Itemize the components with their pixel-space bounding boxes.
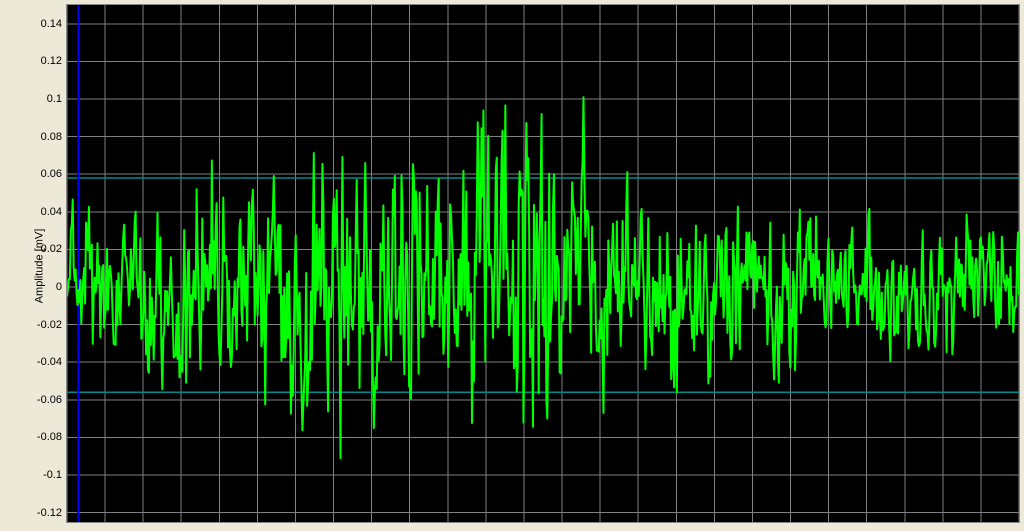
plot-svg (67, 5, 1019, 522)
y-tick-label: -0.04 (37, 356, 62, 368)
signal-chart: Amplitude [mV] 0.140.120.10.080.060.040.… (0, 0, 1024, 531)
y-tick-label: -0.1 (43, 469, 62, 481)
y-tick-label: -0.08 (37, 431, 62, 443)
y-tick-label: 0.02 (41, 243, 62, 255)
y-tick-label: 0.06 (41, 168, 62, 180)
y-tick-label: 0.1 (47, 93, 62, 105)
y-tick-label: -0.12 (37, 507, 62, 519)
y-tick-label: 0 (56, 281, 62, 293)
plot-area[interactable] (66, 4, 1020, 523)
y-axis-ticks: 0.14 0.12 0.1 0.08 0.06 0.04 0.02 0 -0.02 -0.04 -0… (18, 0, 64, 531)
y-tick-label: 0.12 (41, 55, 62, 67)
y-tick-label: 0.14 (41, 18, 62, 30)
y-tick-label: 0.04 (41, 206, 62, 218)
y-tick-label: -0.02 (37, 319, 62, 331)
y-tick-label: -0.06 (37, 394, 62, 406)
y-tick-label: 0.08 (41, 131, 62, 143)
